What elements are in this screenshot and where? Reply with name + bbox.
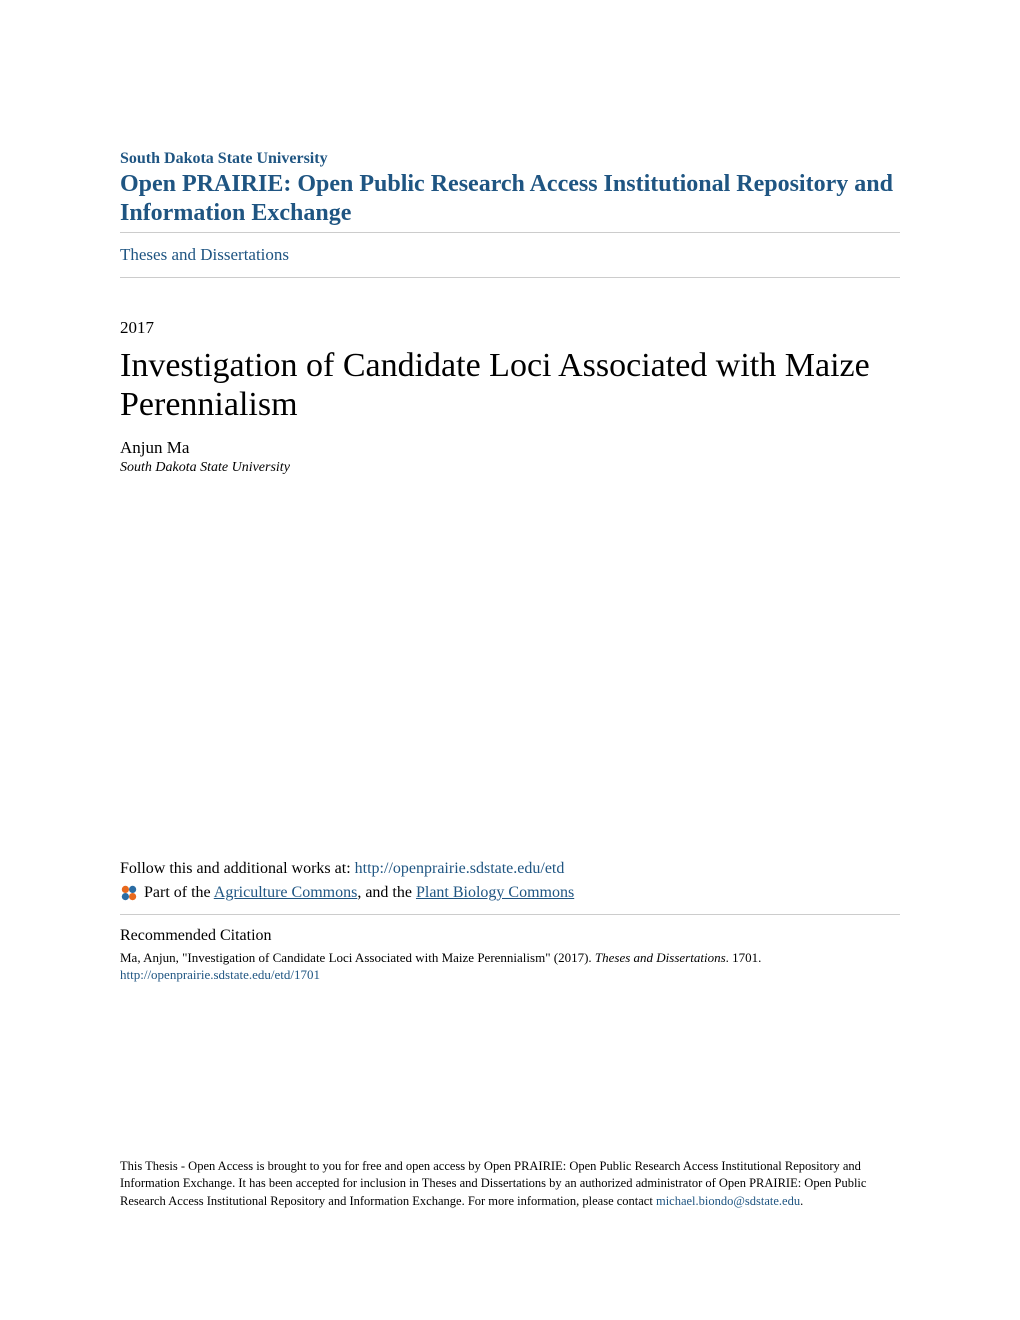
citation-heading: Recommended Citation <box>120 927 900 945</box>
commons-separator: , and the <box>357 884 416 901</box>
citation-block: Recommended Citation Ma, Anjun, "Investi… <box>120 927 900 983</box>
breadcrumb-link[interactable]: Theses and Dissertations <box>120 245 900 265</box>
network-line: Part of the Agriculture Commons, and the… <box>120 884 900 902</box>
commons-link-1[interactable]: Agriculture Commons <box>214 884 358 901</box>
footer-note: This Thesis - Open Access is brought to … <box>120 1158 900 1211</box>
commons-link-2[interactable]: Plant Biology Commons <box>416 884 574 901</box>
breadcrumb-section: Theses and Dissertations <box>120 245 900 278</box>
part-of-text: Part of the Agriculture Commons, and the… <box>144 884 574 902</box>
part-of-prefix: Part of the <box>144 884 214 901</box>
citation-author-part: Ma, Anjun, "Investigation of Candidate L… <box>120 950 595 965</box>
paper-title: Investigation of Candidate Loci Associat… <box>120 346 900 424</box>
repository-name[interactable]: Open PRAIRIE: Open Public Research Acces… <box>120 170 900 228</box>
publication-year: 2017 <box>120 318 900 338</box>
citation-number: . 1701. <box>726 950 762 965</box>
paper-metadata: 2017 Investigation of Candidate Loci Ass… <box>120 318 900 476</box>
university-name[interactable]: South Dakota State University <box>120 150 900 168</box>
follow-section: Follow this and additional works at: htt… <box>120 860 900 983</box>
header-section: South Dakota State University Open PRAIR… <box>120 150 900 233</box>
contact-email[interactable]: michael.biondo@sdstate.edu <box>656 1194 800 1208</box>
network-icon <box>120 884 138 902</box>
author-name: Anjun Ma <box>120 438 900 458</box>
follow-intro-text: Follow this and additional works at: <box>120 860 355 877</box>
citation-url[interactable]: http://openprairie.sdstate.edu/etd/1701 <box>120 967 900 983</box>
follow-block: Follow this and additional works at: htt… <box>120 860 900 915</box>
author-affiliation: South Dakota State University <box>120 460 900 476</box>
citation-text: Ma, Anjun, "Investigation of Candidate L… <box>120 949 900 967</box>
follow-url[interactable]: http://openprairie.sdstate.edu/etd <box>355 860 565 877</box>
footer-text-after: . <box>800 1194 803 1208</box>
follow-intro: Follow this and additional works at: htt… <box>120 860 900 878</box>
citation-source: Theses and Dissertations <box>595 950 726 965</box>
